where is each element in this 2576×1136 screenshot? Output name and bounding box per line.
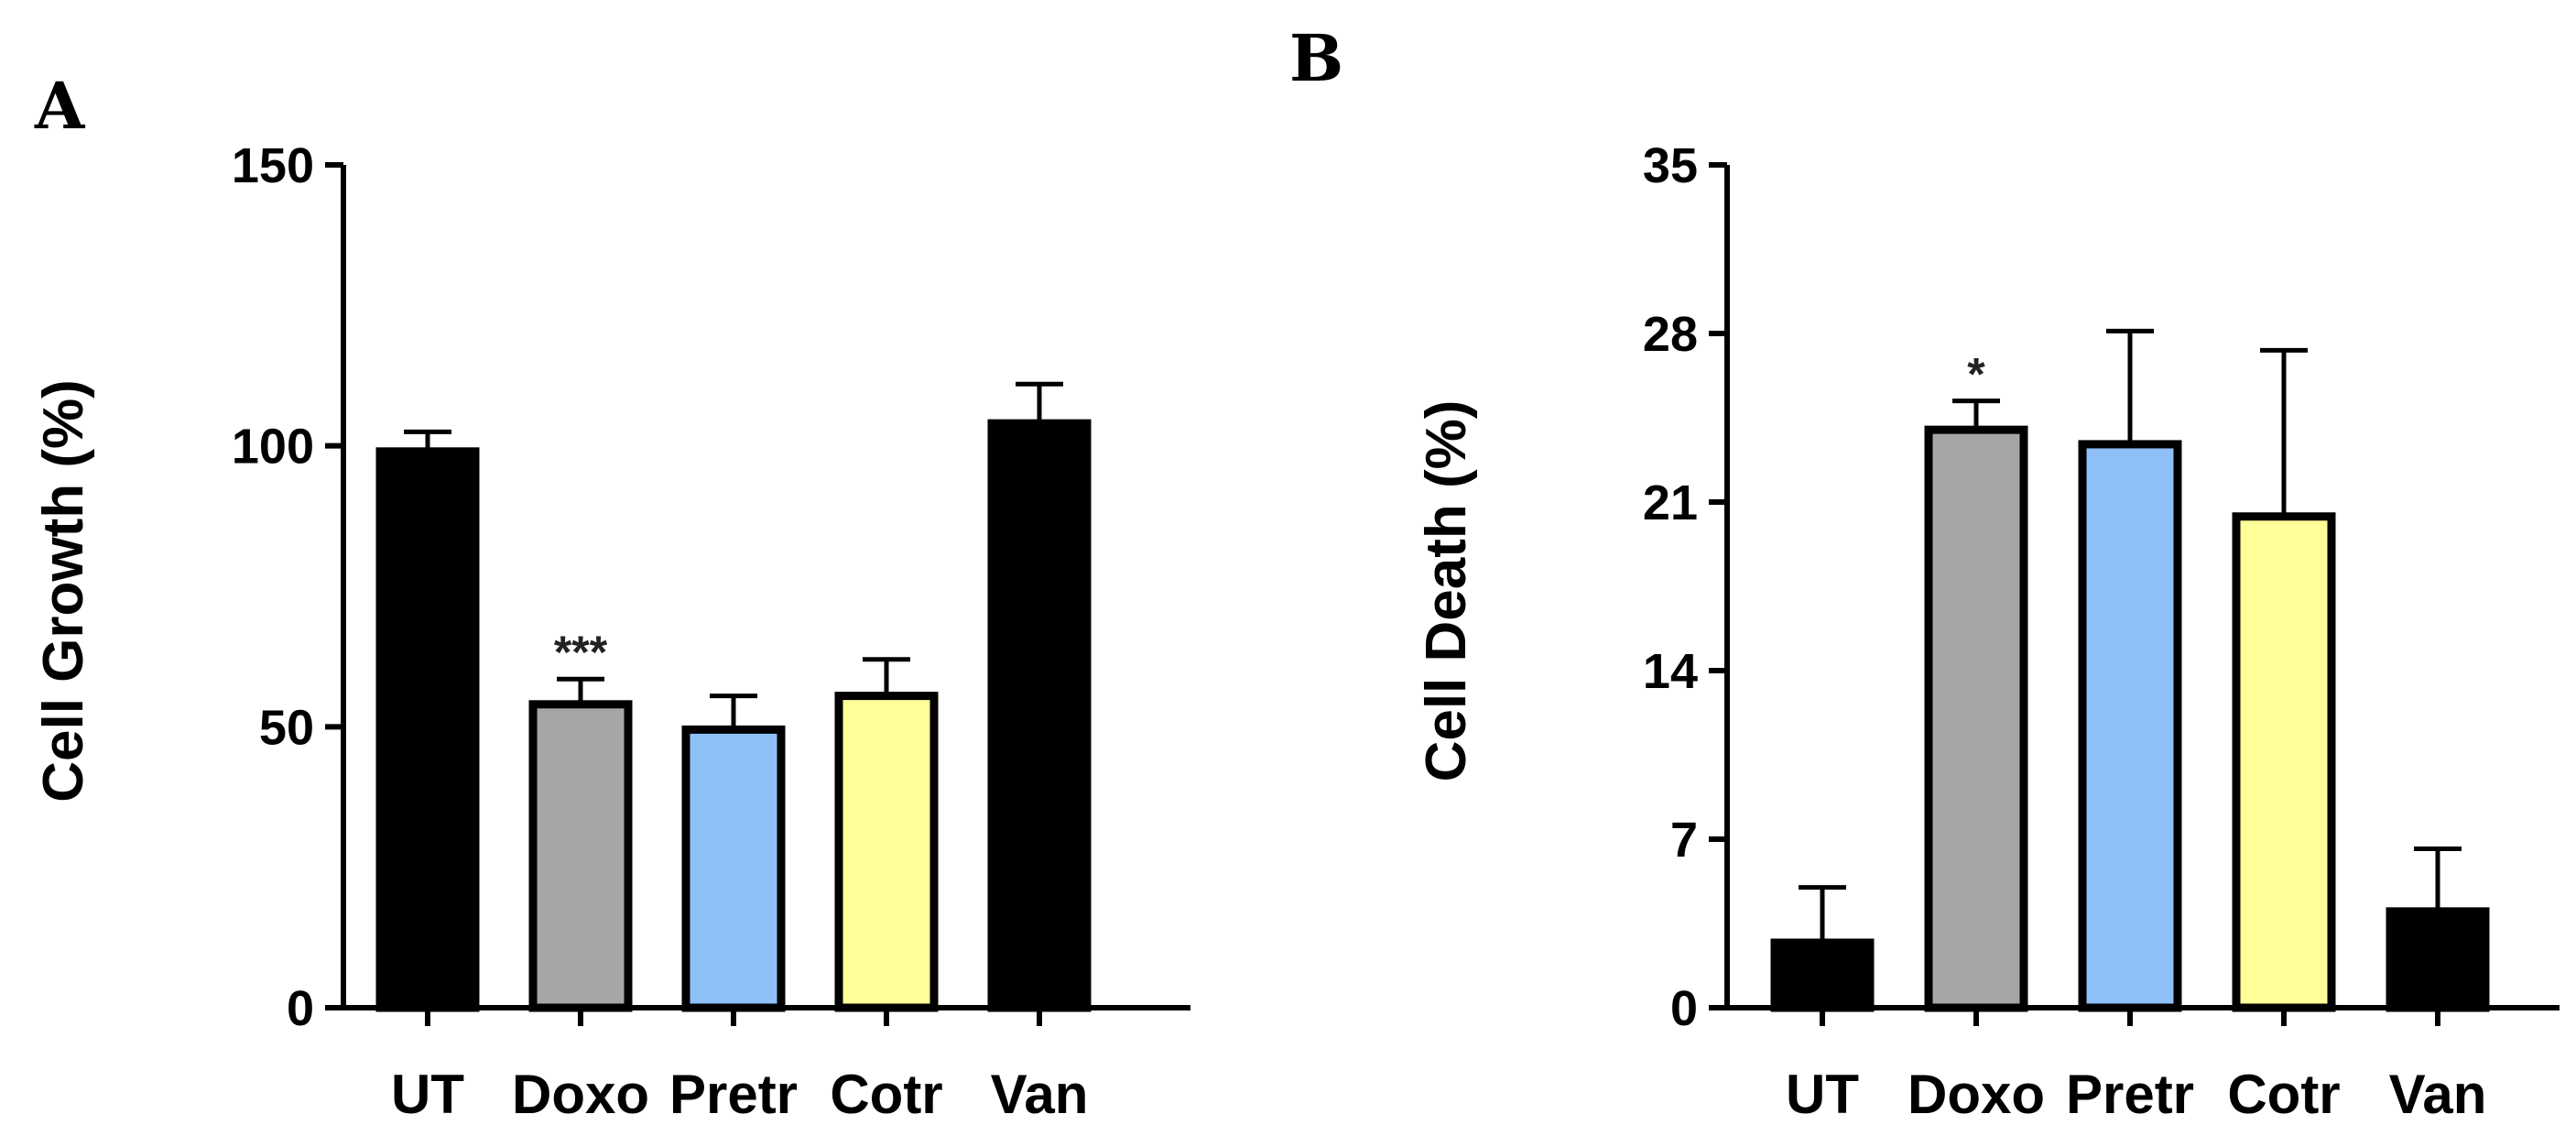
- bar-b-doxo: [1924, 425, 2028, 1012]
- y-tick-label-a-2: 100: [232, 420, 314, 475]
- panel-b-plot: 0 7 14 21 28 35 UT Doxo * Pretr Cotr Van: [1643, 138, 2560, 1125]
- bar-a-cotr: [834, 692, 939, 1012]
- category-label-b-2: Pretr: [2066, 1064, 2194, 1125]
- y-tick-label-b-2: 14: [1643, 644, 1698, 699]
- category-label-a-1: Doxo: [512, 1064, 649, 1125]
- bar-a-van: [987, 419, 1092, 1012]
- bar-b-van: [2386, 907, 2490, 1012]
- bar-b-cotr: [2232, 512, 2336, 1012]
- panel-label-a: A: [34, 68, 86, 144]
- panel-a-plot: 0 50 100 150 UT Doxo *** Pretr Cotr Van: [232, 138, 1190, 1125]
- category-label-b-3: Cotr: [2227, 1064, 2340, 1125]
- panel-label-b: B: [1289, 20, 1343, 96]
- bar-a-pretr: [681, 725, 786, 1012]
- y-tick-label-a-0: 0: [287, 981, 314, 1036]
- category-label-b-1: Doxo: [1908, 1064, 2045, 1125]
- y-tick-label-b-5: 35: [1643, 138, 1698, 193]
- category-label-a-3: Cotr: [830, 1064, 942, 1125]
- bar-b-ut: [1770, 938, 1875, 1012]
- y-tick-label-b-1: 7: [1670, 813, 1698, 868]
- y-tick-label-b-4: 28: [1643, 307, 1698, 362]
- y-axis-title-b: Cell Death (%): [1415, 400, 1478, 782]
- category-label-b-4: Van: [2389, 1064, 2487, 1125]
- y-tick-label-b-3: 21: [1643, 475, 1698, 530]
- category-label-a-4: Van: [991, 1064, 1089, 1125]
- bar-a-doxo: [528, 700, 633, 1012]
- y-tick-label-b-0: 0: [1670, 981, 1698, 1036]
- category-label-a-0: UT: [391, 1064, 464, 1125]
- bar-b-pretr: [2078, 440, 2182, 1012]
- bar-a-ut: [375, 447, 480, 1012]
- category-label-a-2: Pretr: [669, 1064, 798, 1125]
- significance-marker-b-1: *: [1967, 349, 1985, 400]
- significance-marker-a-1: ***: [554, 627, 608, 678]
- category-label-b-0: UT: [1786, 1064, 1859, 1125]
- y-tick-label-a-3: 150: [232, 138, 314, 193]
- y-axis-title-a: Cell Growth (%): [32, 379, 95, 803]
- y-tick-label-a-1: 50: [259, 700, 314, 755]
